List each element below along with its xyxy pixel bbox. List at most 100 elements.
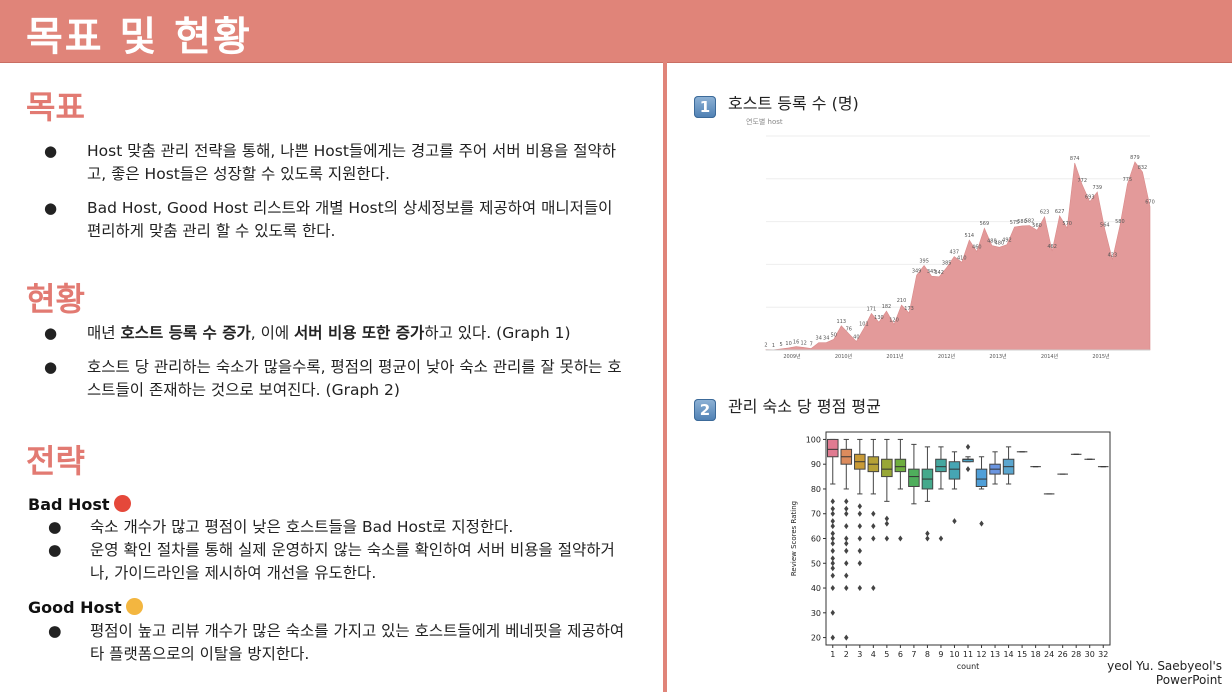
outlier-point: [857, 503, 863, 510]
keycap-2-icon: 2: [694, 399, 716, 421]
left-panel: 목표 ● Host 맞춤 관리 전략을 통해, 나쁜 Host들에게는 경고를 주…: [0, 62, 660, 692]
outlier-point: [898, 535, 903, 542]
data-label: 627: [1055, 209, 1065, 215]
data-label: 423: [1108, 252, 1118, 258]
keycap-1-icon: 1: [694, 96, 716, 118]
data-label: 342: [934, 270, 944, 276]
smiling-face-hearts-icon: [125, 598, 143, 615]
data-label: 580: [1115, 219, 1125, 225]
data-label: 462: [1047, 244, 1057, 250]
outlier-point: [830, 530, 835, 537]
x-tick-label: 11: [963, 650, 973, 659]
data-label: 40: [853, 334, 859, 340]
outlier-point: [844, 498, 849, 505]
x-axis-label: count: [957, 662, 980, 671]
outlier-point: [830, 555, 835, 562]
data-label: 349: [912, 268, 922, 274]
data-label: 171: [867, 306, 877, 312]
x-tick-label: 14: [1003, 650, 1013, 659]
outlier-point: [844, 547, 849, 554]
outlier-point: [857, 535, 863, 542]
x-tick-label: 26: [1058, 650, 1068, 659]
good-host-title: Good Host: [28, 598, 143, 617]
data-label: 50: [831, 332, 837, 338]
status-list: ● 매년 호스트 등록 수 증가, 이에 서버 비용 또한 증가하고 있다. (G…: [44, 322, 624, 413]
data-label: 623: [1040, 210, 1050, 216]
x-tick-label: 2010년: [835, 353, 853, 360]
y-tick-label: 20: [811, 634, 821, 643]
box: [935, 458, 947, 473]
list-item: ● Host 맞춤 관리 전략을 통해, 나쁜 Host들에게는 경고를 주어 서…: [44, 142, 616, 183]
y-tick-label: 60: [811, 535, 821, 544]
x-tick-label: 8: [925, 650, 930, 659]
outlier-point: [830, 634, 835, 641]
data-label: 480: [995, 240, 1005, 246]
data-label: 395: [919, 258, 929, 264]
outlier-point: [830, 540, 835, 547]
box: [881, 458, 893, 478]
data-label: 12: [800, 340, 806, 346]
outlier-point: [844, 585, 849, 592]
data-label: 488: [987, 239, 997, 245]
data-label: 120: [889, 317, 899, 323]
data-label: 569: [980, 221, 990, 227]
x-tick-label: 18: [1031, 650, 1041, 659]
outlier-point: [844, 535, 849, 542]
y-tick-label: 90: [811, 460, 821, 469]
x-tick-label: 9: [938, 650, 943, 659]
x-tick-label: 24: [1044, 650, 1054, 659]
outlier-point: [844, 634, 849, 641]
data-label: 739: [1093, 185, 1103, 191]
data-label: 101: [859, 321, 869, 327]
y-tick-label: 70: [811, 510, 821, 519]
list-item: ● Bad Host, Good Host 리스트와 개별 Host의 상세정보를…: [44, 199, 613, 240]
data-label: 7: [810, 342, 813, 348]
data-label: 113: [837, 319, 847, 325]
x-tick-label: 15: [1017, 650, 1027, 659]
credit-text: yeol Yu. Saebyeol's PowerPoint: [1107, 659, 1222, 687]
data-label: 182: [882, 304, 892, 310]
x-tick-label: 4: [871, 650, 876, 659]
bad-host-text-1: 숙소 개수가 많고 평점이 낮은 호스트들을 Bad Host로 지정한다.: [90, 518, 514, 536]
outlier-point: [830, 572, 835, 579]
outlier-point: [830, 585, 835, 592]
title-bar: 목표 및 현황: [0, 0, 1232, 63]
y-tick-label: 30: [811, 609, 821, 618]
graph2-label: 2 관리 숙소 당 평점 평균: [694, 393, 881, 421]
good-host-text-1: 평점이 높고 리뷰 개수가 많은 숙소를 가지고 있는 호스트들에게 베네핏을 …: [90, 622, 625, 663]
data-label: 575: [1010, 220, 1020, 226]
box: [908, 468, 920, 487]
data-label: 582: [1025, 218, 1035, 224]
outlier-point: [844, 505, 849, 512]
list-item: ● 운영 확인 절차를 통해 실제 운영하지 않는 숙소를 확인하여 서버 비용을…: [48, 541, 615, 582]
slide-title: 목표 및 현황: [26, 14, 252, 60]
outlier-point: [884, 535, 890, 542]
x-tick-label: 2015년: [1092, 353, 1110, 360]
x-tick-label: 3: [857, 650, 862, 659]
data-label: 514: [965, 233, 975, 239]
status-text-2: 호스트 당 관리하는 숙소가 많을수록, 평점의 평균이 낮아 숙소 관리를 잘…: [87, 358, 622, 399]
outlier-point: [871, 585, 876, 592]
outlier-point: [830, 609, 835, 616]
outlier-point: [844, 572, 849, 579]
box: [826, 438, 839, 458]
x-tick-label: 10: [949, 650, 959, 659]
x-tick-label: 30: [1085, 650, 1095, 659]
data-label: 5: [779, 342, 782, 348]
outlier-point: [857, 523, 863, 530]
x-tick-label: 2009년: [783, 353, 801, 360]
goal-heading: 목표: [26, 88, 85, 126]
x-tick-label: 2: [844, 650, 849, 659]
outlier-point: [965, 443, 971, 450]
data-label: 173: [904, 306, 914, 312]
outlier-point: [938, 535, 944, 542]
data-label: 693: [1085, 195, 1095, 201]
data-label: 832: [1138, 165, 1148, 171]
data-label: 879: [1130, 155, 1140, 161]
x-tick-label: 7: [911, 650, 916, 659]
bad-host-text-2: 운영 확인 절차를 통해 실제 운영하지 않는 숙소를 확인하여 서버 비용을 …: [90, 541, 615, 582]
y-tick-label: 100: [806, 435, 821, 444]
data-label: 2: [764, 343, 767, 349]
list-item: ● 매년 호스트 등록 수 증가, 이에 서버 비용 또한 증가하고 있다. (G…: [44, 324, 571, 342]
data-label: 130: [874, 315, 884, 321]
